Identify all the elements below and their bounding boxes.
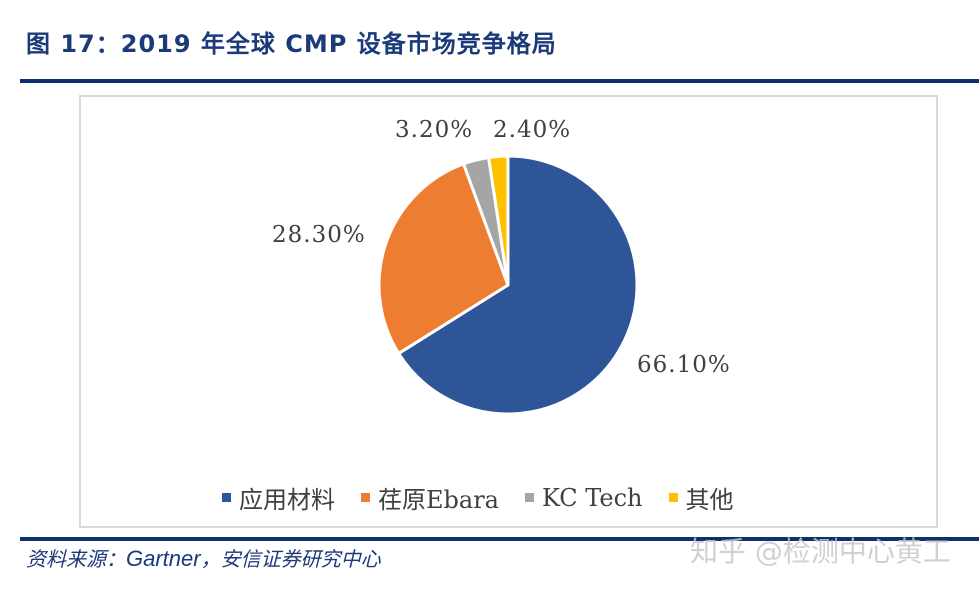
source-gartner: Gartner [126, 546, 201, 571]
source-note: 资料来源：Gartner，安信证券研究中心 [26, 543, 381, 572]
legend-swatch-icon [361, 493, 370, 502]
legend-swatch-icon [222, 493, 231, 502]
data-label-others: 2.40% [493, 117, 572, 143]
source-suffix: ，安信证券研究中心 [200, 547, 381, 571]
legend-swatch-icon [524, 493, 534, 502]
slice-applied-materials [397, 154, 639, 416]
legend-item-applied-materials: 应用材料 [222, 480, 335, 515]
pie-slices [377, 154, 639, 416]
source-prefix: 资料来源： [26, 547, 126, 571]
legend-label: 应用材料 [239, 486, 335, 514]
data-label-kc-tech: 3.20% [395, 117, 474, 143]
top-divider [20, 79, 979, 83]
legend-item-others: 其他 [668, 480, 734, 515]
legend-label: KC Tech [541, 483, 643, 512]
chart-legend: 应用材料 荏原Ebara KC Tech 其他 [222, 480, 734, 515]
data-label-applied-materials: 66.10% [637, 352, 731, 378]
legend-item-kc-tech: KC Tech [524, 483, 643, 512]
figure-title: 图 17：2019 年全球 CMP 设备市场竞争格局 [26, 30, 557, 58]
legend-item-ebara: 荏原Ebara [361, 480, 499, 515]
bottom-divider [20, 537, 979, 541]
watermark: 知乎 @检测中心黄工 [690, 535, 951, 568]
slice-ebara [377, 162, 510, 355]
legend-label: 荏原Ebara [378, 486, 499, 514]
slice-others [487, 154, 510, 287]
data-label-ebara: 28.30% [272, 222, 366, 248]
legend-label: 其他 [685, 486, 734, 514]
legend-swatch-icon [668, 493, 678, 502]
